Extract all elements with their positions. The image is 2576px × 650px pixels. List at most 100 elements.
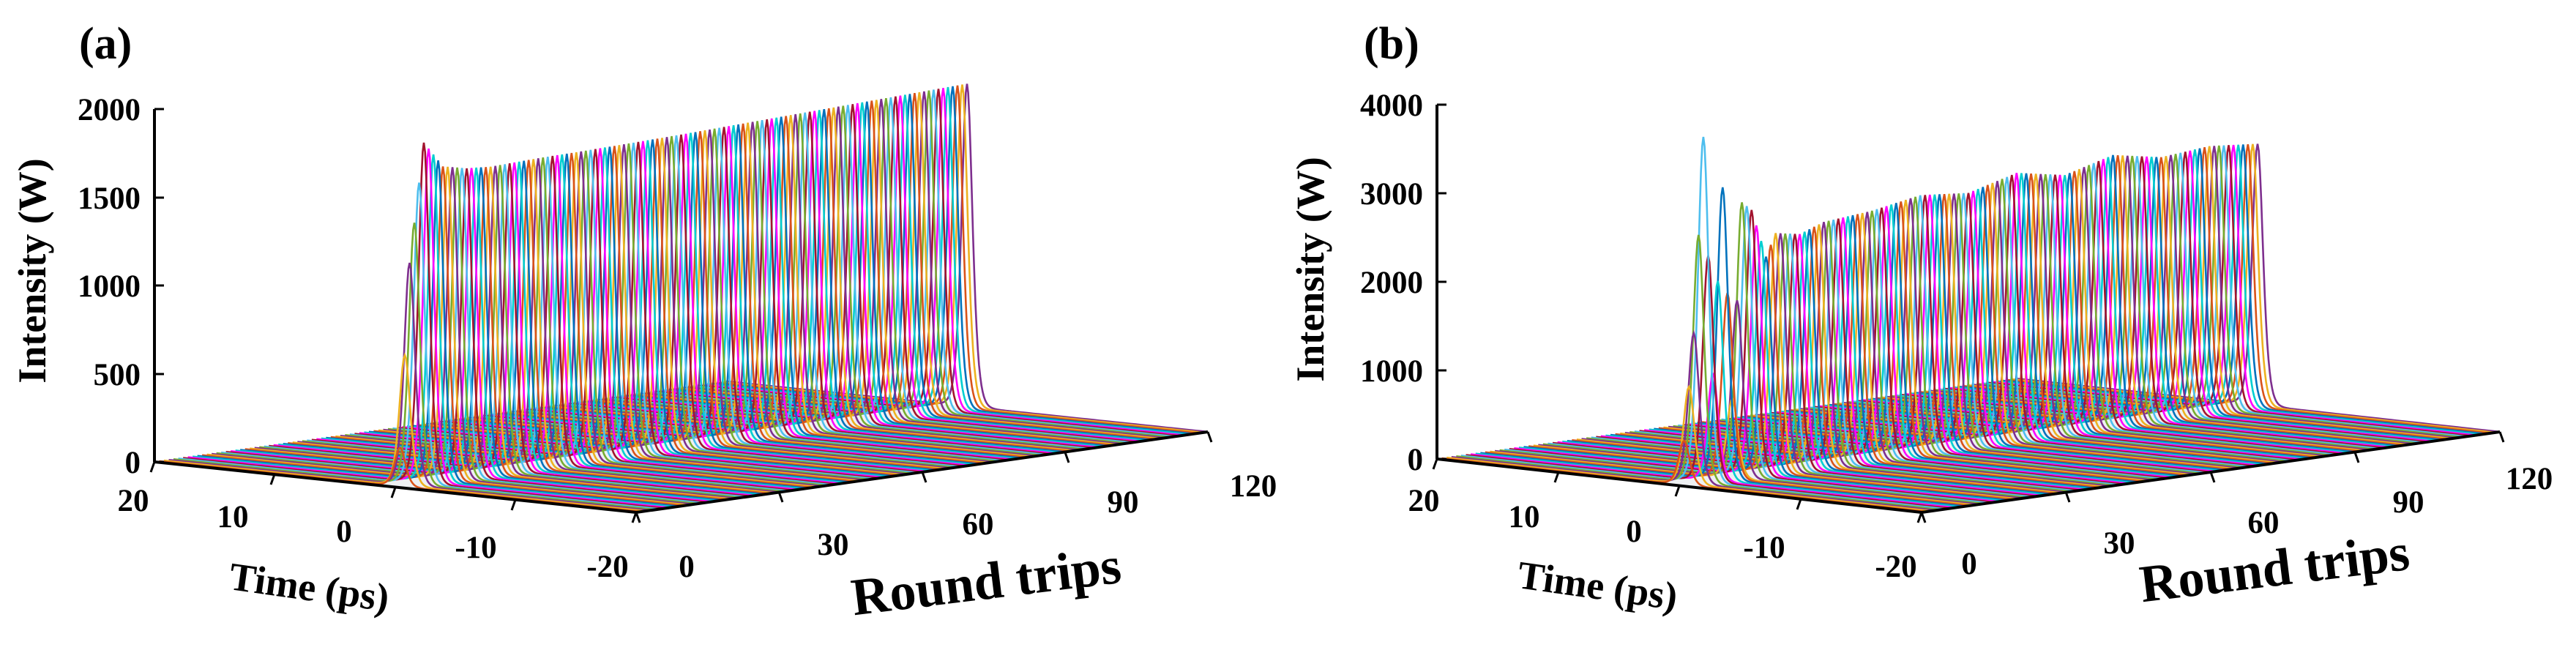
round-trip-trace [1706, 193, 2192, 476]
round-trip-trace [254, 165, 736, 500]
round-trip-trace [1538, 233, 2023, 500]
panel-a-time-tick [631, 512, 638, 523]
round-trip-trace [1678, 195, 2163, 480]
panel-a-time-ticks: 20 10 0 -10 -20 [118, 461, 638, 584]
panel-b-roundtrip-ticklabel: 60 [2248, 506, 2280, 540]
panel-a-z-ticklabel: 1000 [78, 269, 141, 304]
panel-a-time-axis [154, 460, 637, 514]
panel-a-time-ticklabel: 20 [118, 484, 149, 518]
round-trip-trace [163, 352, 646, 512]
round-trip-trace [1701, 193, 2187, 477]
panel-a-roundtrip-tick [635, 512, 641, 523]
round-trip-trace [1745, 184, 2230, 471]
round-trip-trace [1639, 207, 2124, 485]
panel-b-time-ticklabel: -10 [1743, 531, 1785, 565]
panel-a-label: (a) [79, 19, 132, 69]
round-trip-trace [1504, 206, 1990, 504]
round-trip-trace [201, 166, 684, 507]
round-trip-trace [1475, 280, 1960, 508]
panel-b-roundtrip-ticklabel: 30 [2104, 526, 2135, 561]
panel-b-time-label: Time (ps) [1515, 553, 1681, 619]
panel-b-time-axis [1436, 457, 1922, 514]
panel-b-roundtrip-ticks: 0 30 60 90 120 [1920, 431, 2553, 581]
round-trip-trace [1451, 329, 1936, 512]
round-trip-trace [1460, 136, 1946, 510]
round-trip-trace [1692, 194, 2178, 478]
round-trip-trace [178, 182, 660, 510]
panel-a-roundtrip-ticks: 0 30 60 90 120 [635, 431, 1277, 584]
round-trip-trace [197, 160, 679, 508]
round-trip-trace [1499, 202, 1985, 505]
panel-b-time-tick [1553, 471, 1560, 483]
panel-b-waterfall [1437, 136, 2501, 513]
round-trip-trace [1682, 195, 2168, 479]
round-trip-trace [1634, 209, 2120, 486]
panel-a-time-tick [149, 461, 156, 473]
round-trip-trace [1649, 204, 2134, 484]
round-trip-trace [1697, 194, 2182, 477]
round-trip-trace [1548, 234, 2033, 498]
round-trip-trace [1514, 225, 1999, 503]
round-trip-trace [230, 168, 713, 503]
panel-a-time-tick [390, 487, 397, 498]
panel-b-roundtrip-ticklabel: 90 [2393, 485, 2424, 520]
panel-a-roundtrip-ticklabel: 60 [963, 507, 994, 542]
panel-b-time-ticklabel: 0 [1626, 515, 1642, 549]
panel-b-z-ticklabel: 4000 [1360, 89, 1423, 123]
round-trip-trace [239, 167, 723, 501]
round-trip-trace [1518, 241, 2004, 502]
round-trip-trace [1629, 210, 2115, 487]
panel-a-roundtrip-ticklabel: 90 [1108, 485, 1139, 520]
panel-b-time-ticklabel: -20 [1875, 550, 1916, 584]
round-trip-trace [1528, 244, 2014, 501]
round-trip-trace [1605, 216, 2091, 490]
round-trip-trace [1716, 193, 2201, 475]
panel-b-time-ticklabel: 20 [1408, 484, 1440, 518]
panel-a-z-ticklabel: 2000 [78, 93, 141, 127]
round-trip-trace [1711, 193, 2197, 476]
round-trip-trace [1494, 300, 1980, 506]
round-trip-trace [1668, 198, 2154, 482]
panel-b-z-ticks: 0 1000 2000 3000 4000 [1360, 89, 1446, 477]
round-trip-trace [1600, 217, 2086, 491]
panel-b-label: (b) [1364, 19, 1419, 69]
round-trip-trace [1523, 256, 2009, 501]
round-trip-trace [206, 166, 689, 507]
panel-a-z-ticklabel: 500 [94, 358, 141, 392]
panel-a-waterfall [154, 83, 1209, 513]
round-trip-trace [173, 223, 656, 511]
panel-a-z-label: Intensity (W) [10, 158, 54, 384]
panel-b-time-tick [1432, 458, 1438, 470]
panel-a-roundtrip-label: Round trips [848, 536, 1124, 627]
round-trip-trace [192, 154, 675, 508]
panel-b-time-tick [1796, 498, 1802, 510]
panel-b-roundtrip-tick [2498, 431, 2505, 443]
panel-b-roundtrip-ticklabel: 0 [1961, 547, 1977, 581]
panel-a-time-ticklabel: 0 [336, 515, 352, 549]
panel-b-time-tick [1674, 485, 1681, 497]
panel-b: (b) 0 1000 2000 3000 4000 Intensity (W) [1288, 19, 2553, 619]
panel-b-roundtrip-tick [2353, 452, 2360, 463]
panel-a-time-ticklabel: 10 [217, 500, 249, 534]
panel-b-z-ticklabel: 2000 [1360, 266, 1423, 300]
panel-a-roundtrip-ticklabel: 30 [818, 528, 849, 562]
round-trip-trace [1470, 372, 1956, 509]
round-trip-trace [244, 167, 727, 501]
panel-b-z-label: Intensity (W) [1288, 157, 1332, 382]
panel-b-time-ticks: 20 10 0 -10 -20 [1408, 458, 1923, 584]
panel-a-time-ticklabel: -20 [586, 550, 628, 584]
round-trip-trace [225, 168, 708, 504]
panel-a-roundtrip-tick [1064, 452, 1070, 463]
round-trip-trace [1687, 194, 2173, 479]
panel-b-z-ticklabel: 1000 [1360, 354, 1423, 389]
round-trip-trace [1624, 212, 2110, 488]
round-trip-trace [1721, 193, 2206, 474]
round-trip-trace [211, 167, 694, 506]
round-trip-trace [1658, 201, 2143, 483]
panel-a-time-tick [510, 499, 517, 511]
round-trip-trace [1446, 384, 1932, 512]
panel-a-z-ticklabel: 1500 [78, 182, 141, 216]
panel-a: (a) 0 500 1000 1500 2000 Intensity (W) [10, 19, 1277, 627]
round-trip-trace [1673, 196, 2158, 481]
